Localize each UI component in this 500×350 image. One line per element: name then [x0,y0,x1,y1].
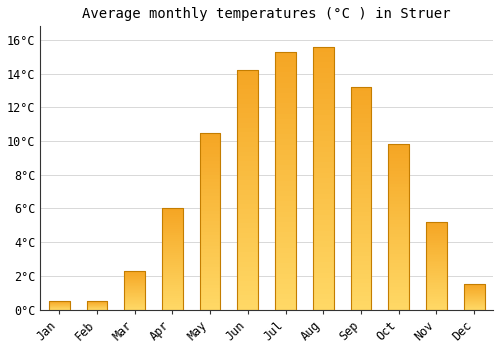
Title: Average monthly temperatures (°C ) in Struer: Average monthly temperatures (°C ) in St… [82,7,451,21]
